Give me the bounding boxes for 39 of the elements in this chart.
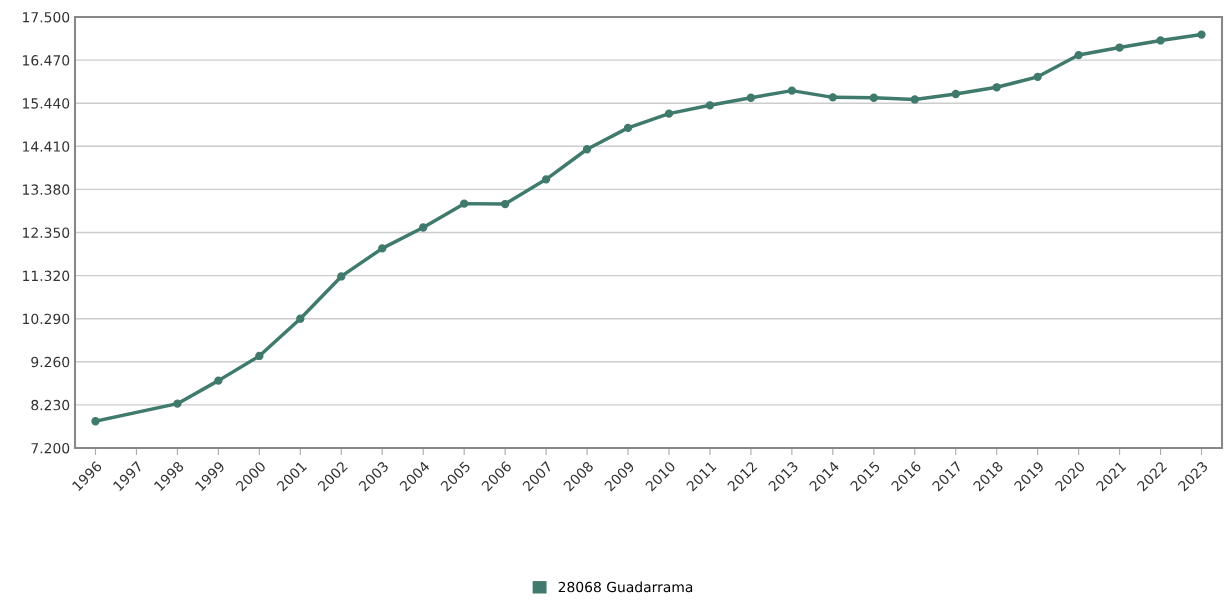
legend-label: 28068 Guadarrama (558, 581, 693, 593)
point (664, 109, 674, 118)
point (910, 95, 919, 104)
y-tick-label: 17.500 (23, 11, 70, 23)
y-tick-label: 16.470 (23, 55, 70, 66)
point (541, 175, 551, 184)
point (91, 417, 100, 426)
point (296, 314, 305, 323)
y-tick-label: 14.410 (23, 141, 70, 152)
y-tick-label: 9.260 (31, 356, 70, 368)
point (1115, 43, 1124, 52)
point (746, 93, 756, 102)
point (1033, 72, 1042, 82)
y-tick-label: 8.230 (31, 399, 70, 411)
y-tick-label: 10.290 (23, 313, 70, 325)
point (869, 93, 878, 102)
y-tick-label: 7.200 (31, 442, 70, 454)
y-tick-label: 15.440 (23, 98, 70, 109)
point (705, 101, 715, 110)
point (419, 223, 428, 232)
point (1156, 36, 1165, 45)
point (828, 93, 838, 102)
point (951, 89, 960, 99)
point (173, 399, 182, 408)
point (378, 244, 387, 253)
point (500, 199, 510, 209)
point (1074, 50, 1083, 60)
point (623, 123, 633, 133)
point (337, 272, 346, 281)
point (787, 86, 797, 95)
point (992, 83, 1001, 92)
point (255, 351, 264, 361)
point (459, 199, 469, 208)
y-tick-label: 12.350 (23, 227, 70, 238)
y-tick-label: 11.320 (23, 270, 70, 282)
point (582, 145, 592, 154)
point (214, 376, 223, 385)
y-tick-label: 13.380 (23, 184, 70, 195)
point (1197, 30, 1206, 39)
